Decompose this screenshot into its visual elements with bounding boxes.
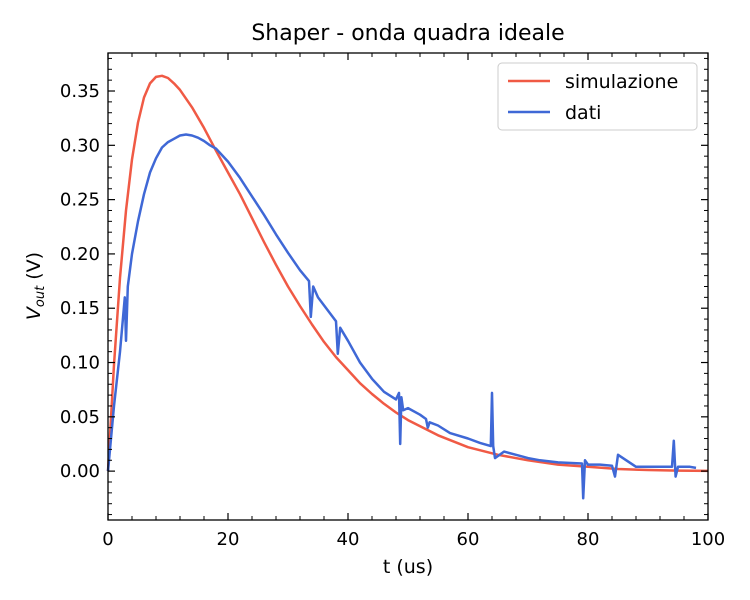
y-axis-label: Vout (V) [23,252,48,320]
x-tick-label: 0 [102,529,113,550]
x-tick-label: 20 [217,529,240,550]
legend-label-dati: dati [565,102,601,124]
series-layer [106,74,709,500]
y-axis: 0.00 0.05 0.10 0.15 0.20 0.25 0.30 0.35 [60,81,708,482]
y-axis-label-unit: (V) [23,252,45,286]
x-tick-label: 100 [691,529,725,550]
minor-ticks [108,53,708,520]
y-axis-label-sub: out [33,285,48,307]
y-axis-label-main: V [23,305,45,320]
series-line-simulazione [106,74,709,473]
x-tick-label: 40 [337,529,360,550]
y-tick-label: 0.15 [60,298,100,319]
x-axis-label: t (us) [383,556,433,578]
legend: simulazione dati [497,62,698,131]
y-tick-label: 0.30 [60,135,100,156]
plot-frame [107,52,709,521]
plot-background [108,53,708,520]
x-tick-label: 60 [457,529,480,550]
y-tick-label: 0.25 [60,190,100,211]
y-tick-label: 0.35 [60,81,100,102]
y-tick-label: 0.00 [60,461,100,482]
x-tick-label: 80 [577,529,600,550]
y-tick-label: 0.05 [60,407,100,428]
x-axis: 0 20 40 60 80 100 [102,53,725,550]
chart-title: Shaper - onda quadra ideale [251,21,564,46]
y-tick-label: 0.20 [60,244,100,265]
legend-label-simulazione: simulazione [565,71,678,93]
series-line-dati [106,133,697,500]
y-tick-label: 0.10 [60,353,100,374]
